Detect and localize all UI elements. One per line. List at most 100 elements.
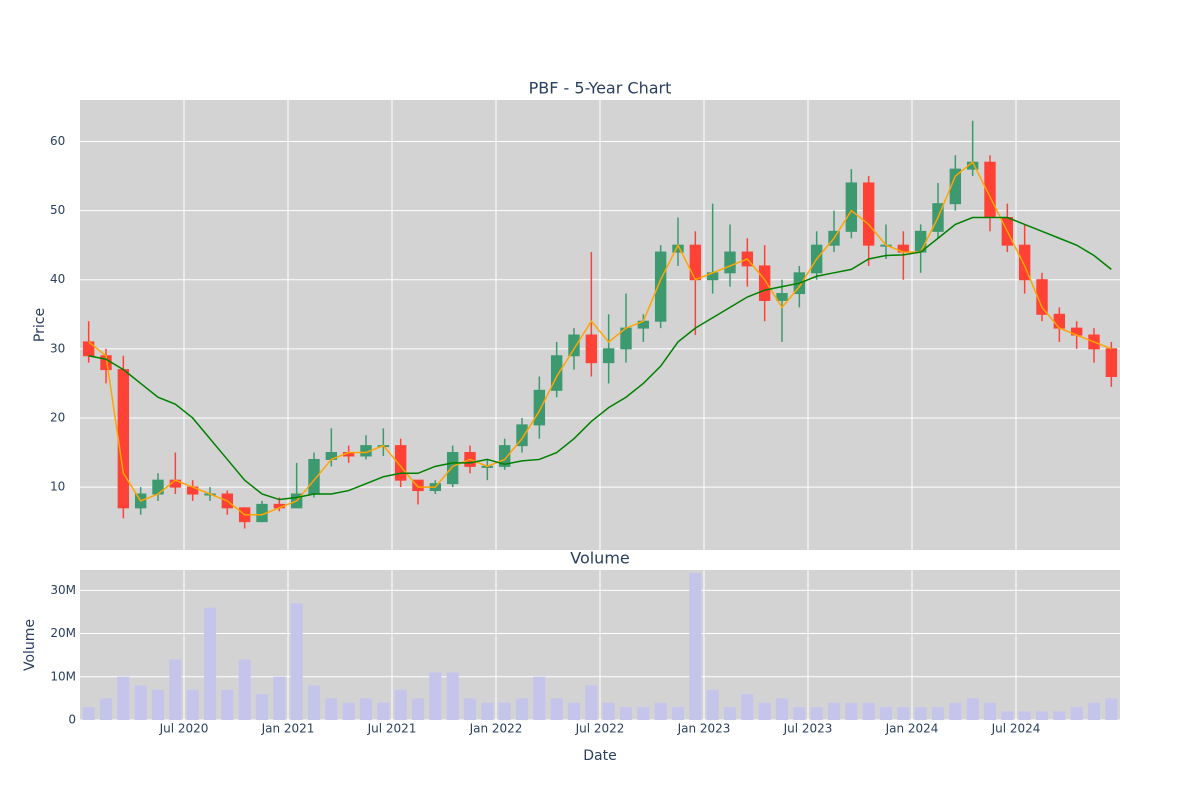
candle-body bbox=[1036, 279, 1048, 315]
volume-bar bbox=[810, 707, 823, 720]
candle-body bbox=[654, 251, 667, 322]
volume-bar bbox=[1018, 711, 1031, 720]
volume-bar bbox=[307, 685, 321, 720]
moving-average-line bbox=[88, 161, 1112, 516]
volume-bar bbox=[151, 689, 165, 720]
volume-bar bbox=[238, 659, 251, 720]
volume-bar bbox=[585, 685, 598, 720]
y-tick-label: 10 bbox=[50, 480, 65, 494]
candle-body bbox=[550, 355, 563, 391]
volume-title: Volume bbox=[570, 549, 630, 568]
volume-bar bbox=[1105, 698, 1118, 720]
y-tick-label: 20M bbox=[50, 626, 76, 640]
y-axis-label: Price bbox=[32, 308, 48, 342]
candle-body bbox=[862, 182, 875, 246]
volume-bar bbox=[82, 707, 95, 720]
volume-bar bbox=[983, 702, 997, 720]
volume-bar bbox=[1053, 711, 1066, 720]
y-tick-label: 20 bbox=[50, 410, 65, 424]
volume-bar bbox=[117, 676, 130, 720]
candle-body bbox=[724, 251, 736, 274]
candle-body bbox=[1053, 313, 1066, 329]
candle-body bbox=[568, 334, 580, 357]
volume-bar bbox=[1001, 711, 1014, 720]
x-tick-label: Jul 2024 bbox=[991, 722, 1041, 736]
volume-bar bbox=[411, 698, 425, 720]
x-tick-label: Jul 2022 bbox=[575, 722, 625, 736]
candle-body bbox=[602, 348, 615, 364]
volume-bar bbox=[481, 702, 494, 720]
volume-bar bbox=[325, 698, 338, 720]
volume-bar bbox=[637, 707, 650, 720]
candle-body bbox=[949, 168, 962, 205]
volume-bar bbox=[533, 676, 546, 720]
x-tick-label: Jul 2023 bbox=[783, 722, 833, 736]
volume-bar bbox=[290, 603, 303, 720]
candle-body bbox=[533, 389, 546, 426]
candle-body bbox=[498, 445, 511, 467]
volume-bar bbox=[758, 702, 771, 720]
candle-body bbox=[446, 452, 459, 485]
candle-body bbox=[412, 479, 424, 492]
volume-bar bbox=[862, 702, 875, 720]
volume-bar bbox=[255, 694, 269, 720]
volume-bar bbox=[169, 659, 182, 720]
x-tick-label: Jan 2024 bbox=[885, 722, 939, 736]
volume-bar bbox=[706, 689, 719, 720]
candle-body bbox=[585, 334, 598, 364]
volume-bar bbox=[845, 702, 858, 720]
candle-body bbox=[117, 369, 130, 509]
y-tick-label: 30 bbox=[50, 341, 65, 355]
volume-bar bbox=[134, 685, 147, 720]
volume-bar bbox=[1070, 707, 1083, 720]
x-tick-label: Jan 2023 bbox=[677, 722, 731, 736]
volume-bar bbox=[515, 698, 529, 720]
volume-bar bbox=[966, 698, 979, 720]
candle-body bbox=[394, 445, 407, 481]
y-tick-label: 30M bbox=[50, 583, 76, 597]
volume-bar bbox=[949, 702, 962, 720]
volume-bar bbox=[498, 702, 511, 720]
volume-bar bbox=[723, 707, 737, 720]
volume-bar bbox=[394, 689, 407, 720]
x-tick-label: Jul 2020 bbox=[159, 722, 209, 736]
volume-bar bbox=[550, 698, 563, 720]
y-tick-label: 10M bbox=[50, 669, 76, 683]
chart-title: PBF - 5-Year Chart bbox=[529, 79, 672, 98]
volume-bar bbox=[741, 694, 754, 720]
volume-bar bbox=[931, 707, 945, 720]
y-tick-label: 0 bbox=[68, 713, 76, 727]
y-tick-label: 40 bbox=[50, 272, 65, 286]
volume-bar bbox=[567, 702, 581, 720]
volume-bar bbox=[602, 702, 615, 720]
volume-bar bbox=[203, 607, 217, 720]
volume-bar bbox=[446, 672, 459, 720]
y-tick-label: 50 bbox=[50, 203, 65, 217]
volume-bar bbox=[619, 707, 633, 720]
volume-bar bbox=[377, 702, 390, 720]
candle-body bbox=[776, 293, 788, 301]
x-tick-label: Jul 2021 bbox=[367, 722, 417, 736]
volume-bar bbox=[429, 672, 442, 720]
moving-average-line bbox=[88, 216, 1112, 501]
x-tick-label: Jan 2022 bbox=[469, 722, 523, 736]
volume-bar bbox=[463, 698, 477, 720]
volume-bar bbox=[359, 698, 373, 720]
volume-bar bbox=[775, 698, 789, 720]
volume-bar bbox=[221, 689, 234, 720]
y-tick-label: 60 bbox=[50, 134, 65, 148]
volume-bar bbox=[273, 676, 286, 720]
volume-bar bbox=[879, 707, 893, 720]
x-tick-label: Jan 2021 bbox=[261, 722, 315, 736]
volume-bar bbox=[827, 702, 841, 720]
candle-body bbox=[758, 265, 771, 301]
volume-bar bbox=[654, 702, 667, 720]
volume-bar bbox=[342, 702, 355, 720]
volume-bar bbox=[671, 707, 685, 720]
candle-body bbox=[1105, 348, 1118, 377]
volume-bar bbox=[186, 689, 199, 720]
volume-bar bbox=[1035, 711, 1049, 720]
volume-bar bbox=[99, 698, 113, 720]
volume-bar bbox=[793, 707, 806, 720]
